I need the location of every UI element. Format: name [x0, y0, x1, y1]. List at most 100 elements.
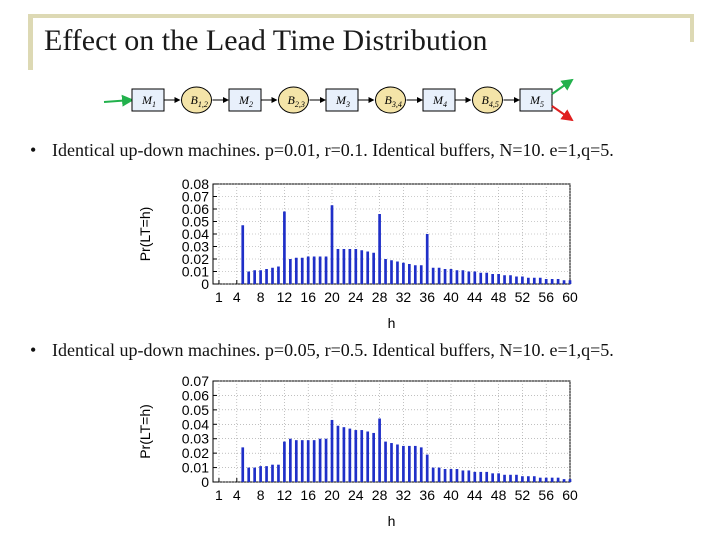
bar: [431, 467, 435, 482]
bar: [283, 441, 286, 482]
production-line-diagram: M1 B1,2 M2 B2,3 M3 B3,4 M4 B4,5 M5: [103, 78, 574, 122]
bar: [425, 234, 429, 284]
bar: [384, 259, 387, 284]
x-axis-label: h: [388, 513, 396, 529]
bar: [521, 476, 524, 482]
slide-title: Effect on the Lead Time Distribution: [44, 24, 488, 57]
bullet-2: • Identical up-down machines. p=0.05, r=0…: [30, 340, 614, 361]
bar: [378, 418, 381, 482]
bar: [396, 444, 399, 482]
bar: [509, 474, 512, 482]
y-tick-label: 0.02: [182, 251, 209, 267]
bar: [366, 251, 370, 284]
y-tick-label: 0.02: [182, 445, 209, 461]
bar: [497, 473, 500, 482]
x-tick-label: 48: [491, 487, 507, 503]
bar: [550, 279, 554, 284]
bar: [312, 440, 316, 482]
machine-box: [325, 88, 359, 112]
y-tick-label: 0: [201, 474, 209, 490]
bar: [306, 256, 310, 284]
bar: [461, 470, 465, 482]
bar: [241, 447, 245, 482]
bar: [300, 440, 304, 482]
bar: [271, 267, 274, 284]
bar: [283, 211, 286, 284]
bar: [289, 259, 292, 284]
y-tick-label: 0.01: [182, 264, 209, 280]
y-tick-label: 0.07: [182, 373, 209, 389]
bar: [324, 438, 328, 482]
bullet-dot: •: [30, 340, 37, 360]
bar: [318, 438, 322, 482]
bar: [544, 279, 548, 284]
x-tick-label: 28: [372, 487, 388, 503]
bar: [455, 469, 459, 482]
bar: [378, 214, 381, 284]
bar: [568, 280, 572, 284]
bar: [289, 438, 292, 482]
bar: [449, 269, 453, 284]
bar: [485, 471, 489, 482]
x-tick-label: 56: [538, 487, 554, 503]
bar: [562, 479, 566, 482]
output-arrow-good: [551, 78, 574, 95]
bar: [413, 265, 417, 284]
bar: [527, 277, 530, 284]
bar: [550, 477, 554, 482]
bar: [402, 262, 405, 284]
y-tick-label: 0.06: [182, 387, 209, 403]
x-tick-label: 4: [233, 289, 241, 305]
x-tick-label: 36: [419, 487, 435, 503]
input-arrow: [103, 94, 134, 107]
bar: [568, 479, 572, 482]
bar: [265, 269, 268, 284]
bar: [300, 257, 304, 284]
y-tick-label: 0.04: [182, 416, 209, 432]
x-tick-label: 8: [257, 289, 265, 305]
bar: [491, 274, 494, 284]
bar: [271, 464, 274, 482]
bar: [479, 471, 483, 482]
x-tick-label: 44: [467, 289, 483, 305]
x-tick-label: 48: [491, 289, 507, 305]
bullet-2-text: Identical up-down machines. p=0.05, r=0.…: [52, 340, 614, 360]
output-arrow-bad: [551, 105, 574, 122]
bar: [360, 430, 364, 482]
buffer-circle: [181, 86, 212, 114]
bar: [354, 430, 358, 482]
bar: [348, 428, 352, 482]
bar: [390, 260, 393, 284]
y-tick-label: 0.07: [182, 189, 209, 205]
bar: [455, 270, 459, 284]
bar: [348, 249, 352, 284]
x-tick-label: 24: [348, 289, 364, 305]
y-tick-label: 0.05: [182, 402, 209, 418]
bar: [294, 257, 298, 284]
bar: [425, 454, 429, 482]
x-tick-label: 1: [215, 289, 223, 305]
bar: [437, 467, 441, 482]
bar: [467, 271, 471, 284]
bar: [503, 474, 506, 482]
x-tick-label: 60: [562, 289, 578, 305]
x-tick-label: 52: [515, 487, 531, 503]
bar: [538, 477, 542, 482]
x-tick-label: 28: [372, 289, 388, 305]
bar: [330, 205, 334, 284]
x-tick-label: 4: [233, 487, 241, 503]
bar: [330, 419, 334, 482]
machine-box: [422, 88, 456, 112]
bar: [538, 277, 542, 284]
y-tick-label: 0: [201, 276, 209, 292]
x-tick-label: 44: [467, 487, 483, 503]
x-tick-label: 1: [215, 487, 223, 503]
bar: [509, 275, 512, 284]
bar: [306, 440, 310, 482]
title-accent-right: [690, 14, 694, 42]
bar: [402, 445, 405, 482]
bar: [515, 276, 518, 284]
bar: [342, 427, 346, 482]
bar: [312, 256, 316, 284]
bar: [503, 275, 506, 284]
